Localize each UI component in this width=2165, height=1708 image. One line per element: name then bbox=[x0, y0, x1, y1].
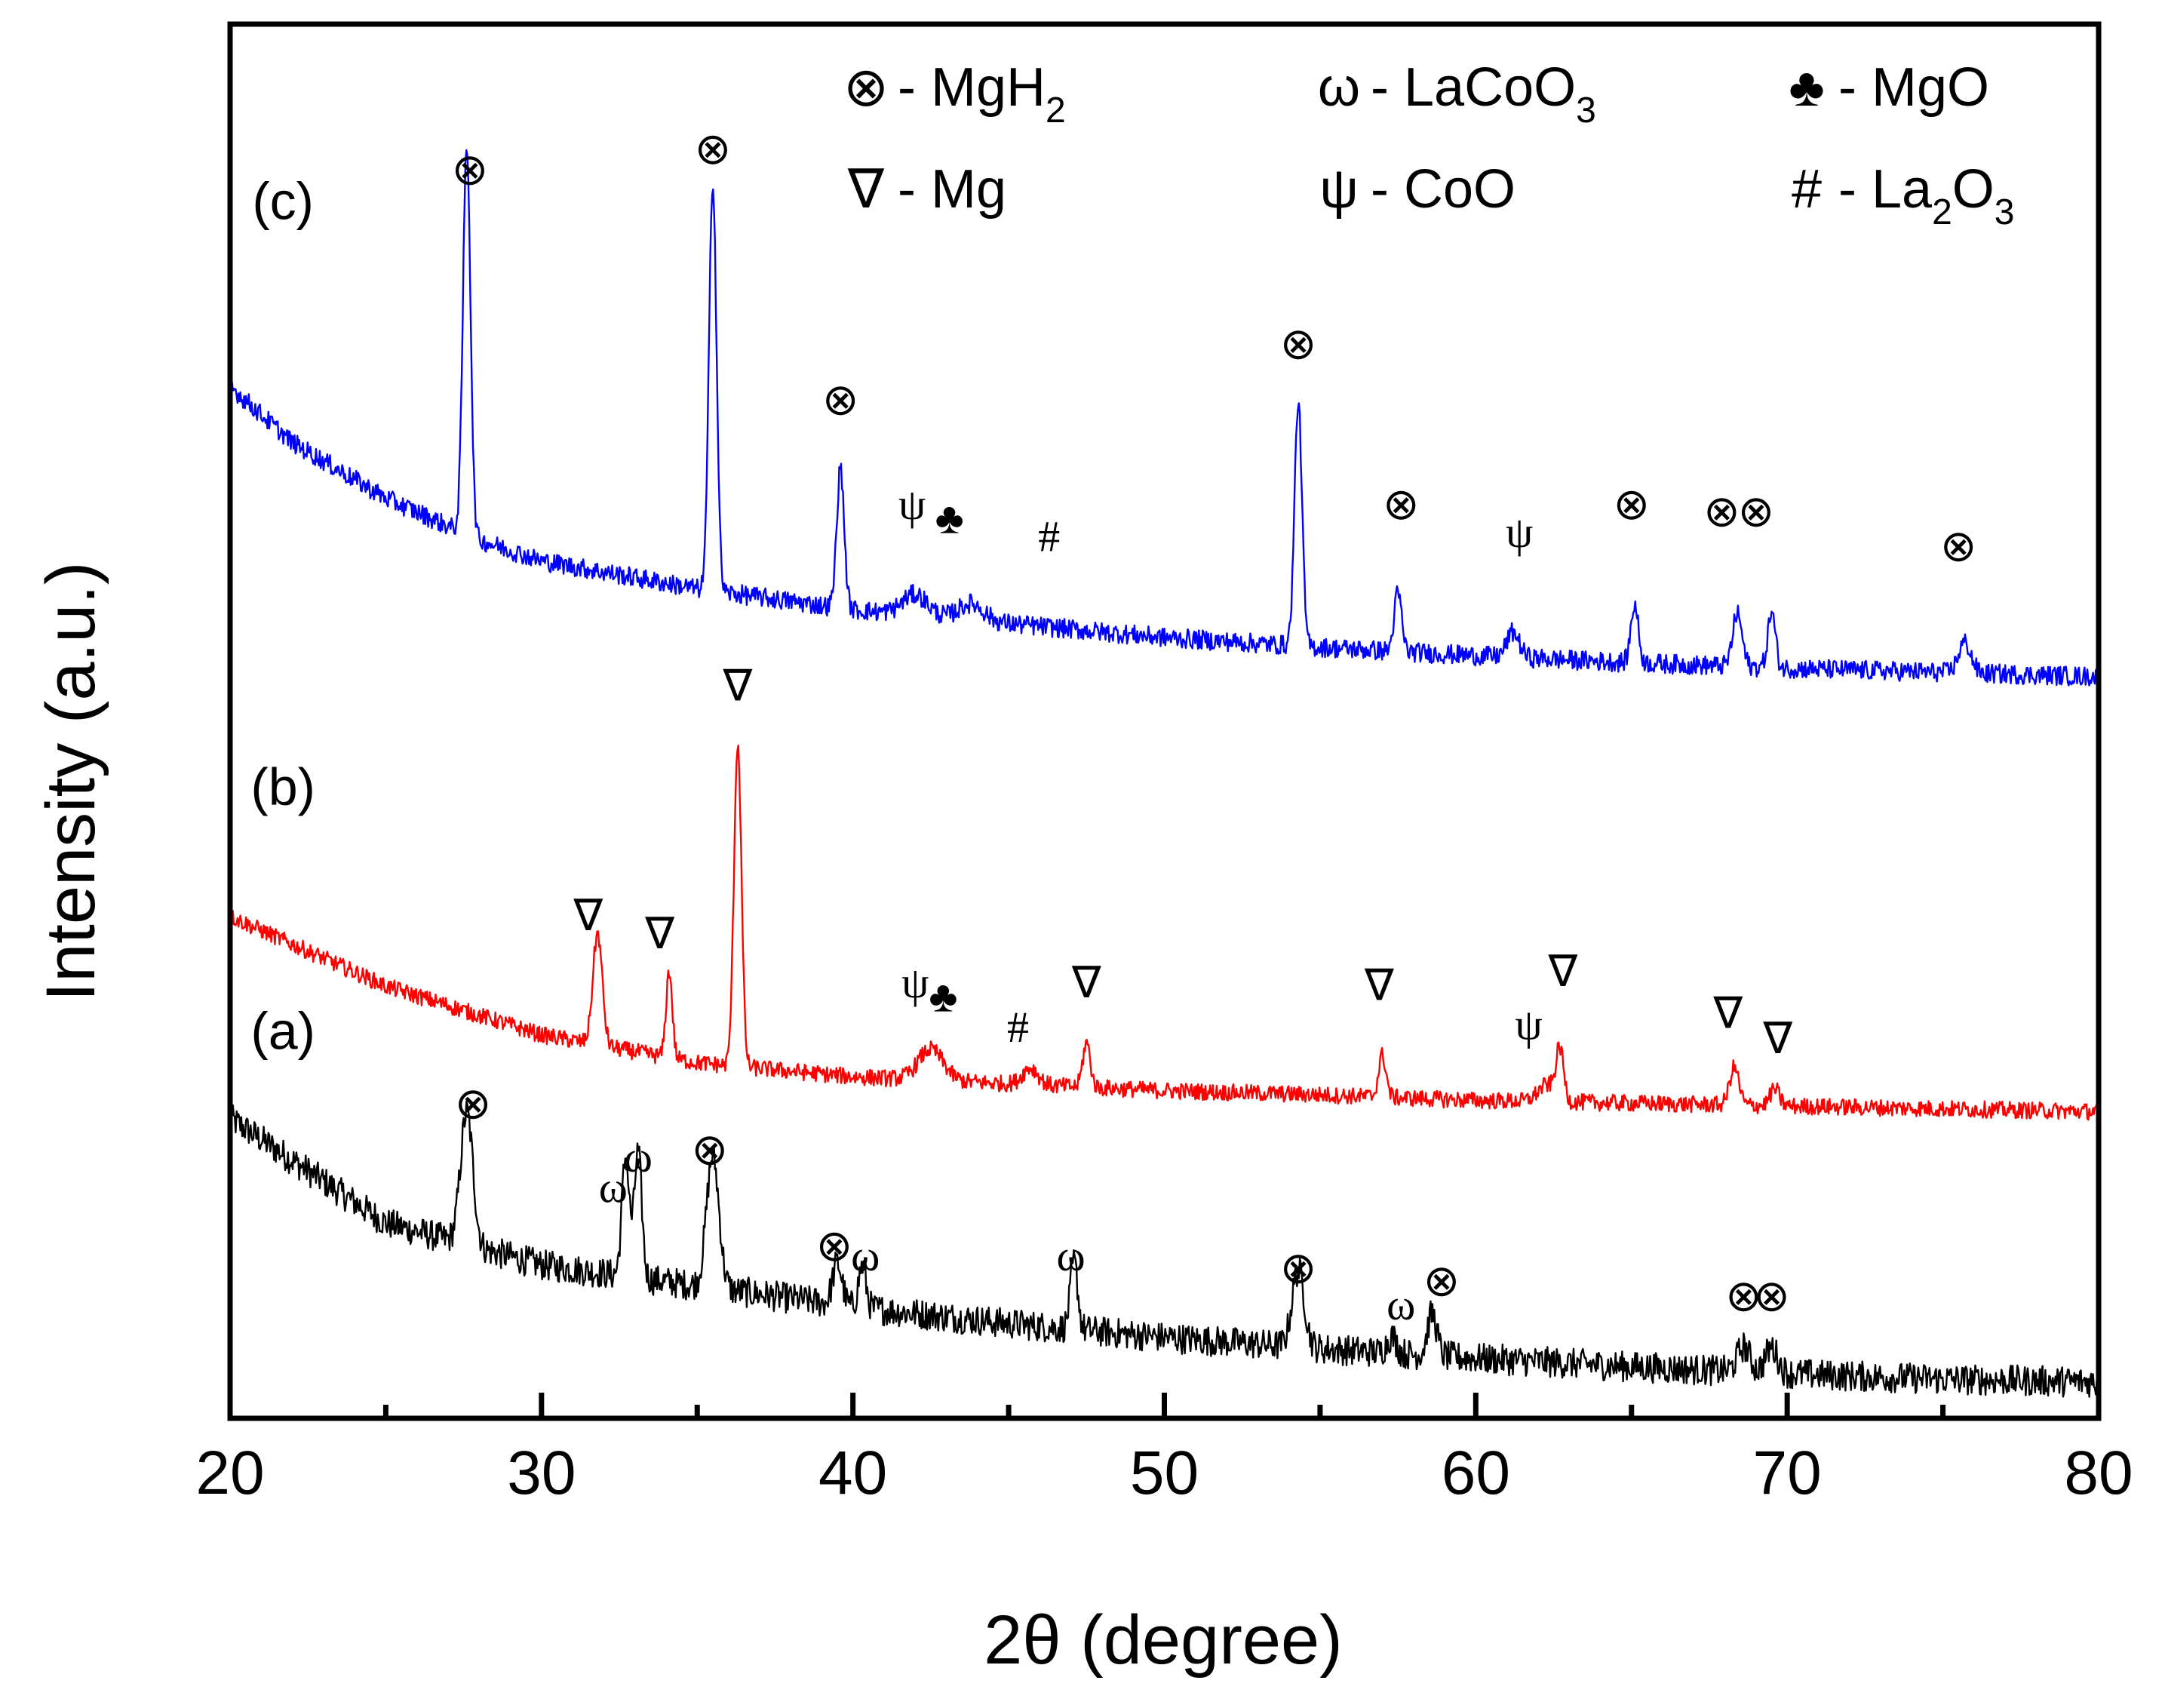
phase-marker-mgh2: ⊗ bbox=[1940, 521, 1977, 570]
legend-symbol: ♣ bbox=[1789, 57, 1824, 118]
phase-marker-mgh2: ⊗ bbox=[816, 1221, 853, 1270]
axes-group: 20 30 40 50 60 70 80 bbox=[195, 21, 2133, 1507]
phase-marker-mgh2: ⊗ bbox=[1613, 480, 1650, 529]
phase-marker-lacoo3: ω bbox=[851, 1231, 880, 1280]
trace-a bbox=[229, 1100, 2100, 1398]
x-tick-label: 80 bbox=[2064, 1439, 2133, 1507]
phase-marker-mgh2: ⊗ bbox=[1753, 1272, 1790, 1321]
x-tick-label: 20 bbox=[195, 1439, 264, 1507]
phase-marker-mgh2: ⊗ bbox=[695, 124, 732, 174]
x-tick-label: 50 bbox=[1130, 1439, 1199, 1507]
phase-marker-mg: ∇ bbox=[1364, 961, 1394, 1010]
phase-marker-la2o3: # bbox=[1007, 1003, 1029, 1052]
phase-marker-mgh2: ⊗ bbox=[691, 1126, 728, 1175]
x-tick-label: 30 bbox=[507, 1439, 576, 1507]
legend: ⊗ - MgH2 ω - LaCoO3 ♣ - MgO ∇ - Mg ψ - CoO # - La2O… bbox=[843, 57, 2015, 232]
legend-symbol: ⊗ bbox=[843, 57, 889, 118]
phase-marker-mg: ∇ bbox=[1071, 958, 1101, 1007]
phase-marker-mgh2: ⊗ bbox=[1383, 480, 1420, 529]
phase-marker-mgh2: ⊗ bbox=[1423, 1256, 1460, 1305]
phase-marker-mg: ∇ bbox=[644, 909, 674, 958]
phase-marker-mgh2: ⊗ bbox=[1725, 1272, 1762, 1321]
trace-labels-group: (a) (b) (c) bbox=[250, 172, 315, 1061]
phase-marker-la2o3: # bbox=[1038, 512, 1060, 561]
phase-marker-mg: ∇ bbox=[1712, 989, 1743, 1038]
trace-label: (a) bbox=[250, 1001, 315, 1060]
phase-marker-mg: ∇ bbox=[1548, 947, 1578, 996]
x-tick-label: 70 bbox=[1753, 1439, 1822, 1507]
phase-markers-group: ⊗ ⊗⊗ψ ♣ #⊗⊗ψ⊗ ⊗⊗⊗∇∇ ∇ψ ♣#∇ ∇ψ∇∇∇⊗ωω ⊗⊗ω ω ⊗ω ⊗ ⊗⊗ bbox=[452, 124, 1977, 1329]
phase-marker-coo: ψ bbox=[901, 958, 929, 1007]
phase-marker-lacoo3: ω bbox=[624, 1132, 653, 1181]
trace-label: (c) bbox=[252, 172, 314, 231]
legend-label: - La2O3 bbox=[1838, 159, 2015, 232]
phase-marker-mg: ∇ bbox=[573, 891, 603, 940]
y-axis-title: Intensity (a.u.) bbox=[32, 562, 109, 1002]
traces-group bbox=[229, 149, 2100, 1398]
x-axis-title: 2θ (degree) bbox=[984, 1602, 1343, 1679]
phase-marker-coo: ψ bbox=[1506, 508, 1533, 557]
phase-marker-lacoo3: ω bbox=[1387, 1280, 1415, 1329]
phase-marker-mgh2: ⊗ bbox=[1738, 487, 1775, 536]
trace-label: (b) bbox=[250, 757, 315, 816]
legend-label: - Mg bbox=[898, 159, 1006, 220]
legend-label: - CoO bbox=[1371, 159, 1516, 220]
phase-marker-mgh2: ⊗ bbox=[1703, 487, 1740, 536]
phase-marker-lacoo3: ω bbox=[599, 1163, 628, 1212]
phase-marker-mgh2: ⊗ bbox=[1280, 320, 1317, 369]
legend-symbol: ψ bbox=[1319, 159, 1358, 220]
legend-symbol: ω bbox=[1318, 57, 1360, 118]
legend-label: - MgH2 bbox=[898, 57, 1066, 131]
phase-marker-coo: ψ bbox=[898, 480, 926, 529]
x-tick-label: 60 bbox=[1442, 1439, 1510, 1507]
trace-b bbox=[229, 745, 2100, 1121]
phase-marker-mgh2: ⊗ bbox=[452, 146, 489, 195]
x-tick-label: 40 bbox=[818, 1439, 887, 1507]
legend-label: - MgO bbox=[1838, 57, 1989, 118]
phase-marker-mgh2: ⊗ bbox=[822, 375, 859, 424]
phase-marker-lacoo3: ω bbox=[1057, 1231, 1086, 1280]
trace-c bbox=[229, 149, 2100, 687]
phase-marker-mgh2: ⊗ bbox=[455, 1080, 492, 1129]
phase-marker-mgo: ♣ bbox=[935, 494, 964, 543]
legend-symbol: # bbox=[1792, 159, 1822, 220]
phase-marker-mg: ∇ bbox=[723, 661, 753, 710]
phase-marker-mgo: ♣ bbox=[929, 972, 957, 1021]
phase-marker-mg: ∇ bbox=[1762, 1014, 1792, 1063]
legend-symbol: ∇ bbox=[847, 159, 885, 220]
phase-marker-mgh2: ⊗ bbox=[1280, 1244, 1317, 1293]
phase-marker-coo: ψ bbox=[1515, 1000, 1542, 1049]
legend-label: - LaCoO3 bbox=[1371, 57, 1596, 131]
